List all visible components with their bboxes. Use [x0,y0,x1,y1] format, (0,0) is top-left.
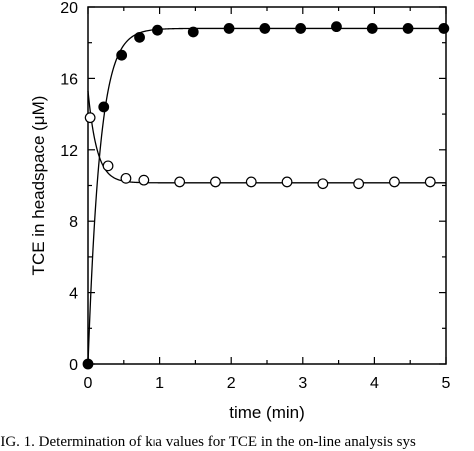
data-point-open [84,112,96,124]
data-point-open [424,176,436,188]
data-point-filled [134,31,145,43]
data-point-filled [402,23,414,34]
data-point-filled [82,358,94,370]
data-point-filled [152,24,163,36]
x-tick-label: 3 [298,375,307,392]
data-point-open [245,176,257,188]
data-point-open [174,176,186,188]
x-tick-label: 0 [84,375,93,392]
data-points [82,21,450,370]
data-point-filled [366,23,378,34]
data-point-filled [331,21,342,33]
data-point-open [210,176,221,188]
data-point-open [138,174,150,186]
x-tick-label: 5 [442,375,451,392]
x-ticks: 0 1 2 3 4 5 [84,7,451,392]
x-tick-label: 1 [155,375,164,392]
x-tick-label: 4 [370,375,379,392]
data-point-filled [187,26,199,38]
data-point-open [102,160,114,172]
fit-curve-2 [87,90,446,184]
x-axis-label: time (min) [229,403,305,422]
y-tick-label: 20 [60,0,78,17]
y-tick-label: 8 [69,214,78,231]
fit-curve-1 [87,27,446,365]
data-point-open [389,176,400,188]
data-point-filled [223,23,235,34]
data-point-open [120,172,132,184]
figure-caption: FIG. 1. Determination of kₗa values for … [0,434,416,450]
y-ticks: 0 4 8 12 16 20 [60,0,446,374]
data-point-open [281,176,293,188]
data-point-filled [116,49,128,61]
y-axis-label: TCE in headspace (μM) [29,96,48,276]
y-tick-label: 4 [69,286,78,303]
data-point-open [317,178,329,190]
x-tick-label: 2 [227,375,236,392]
data-point-filled [259,23,271,34]
data-point-filled [295,23,307,34]
y-tick-label: 12 [60,143,78,160]
data-point-filled [98,101,110,113]
data-point-open [353,178,365,190]
data-point-filled [438,23,450,34]
fit-curves [87,27,446,365]
y-tick-label: 16 [60,71,78,88]
y-tick-label: 0 [69,357,78,374]
